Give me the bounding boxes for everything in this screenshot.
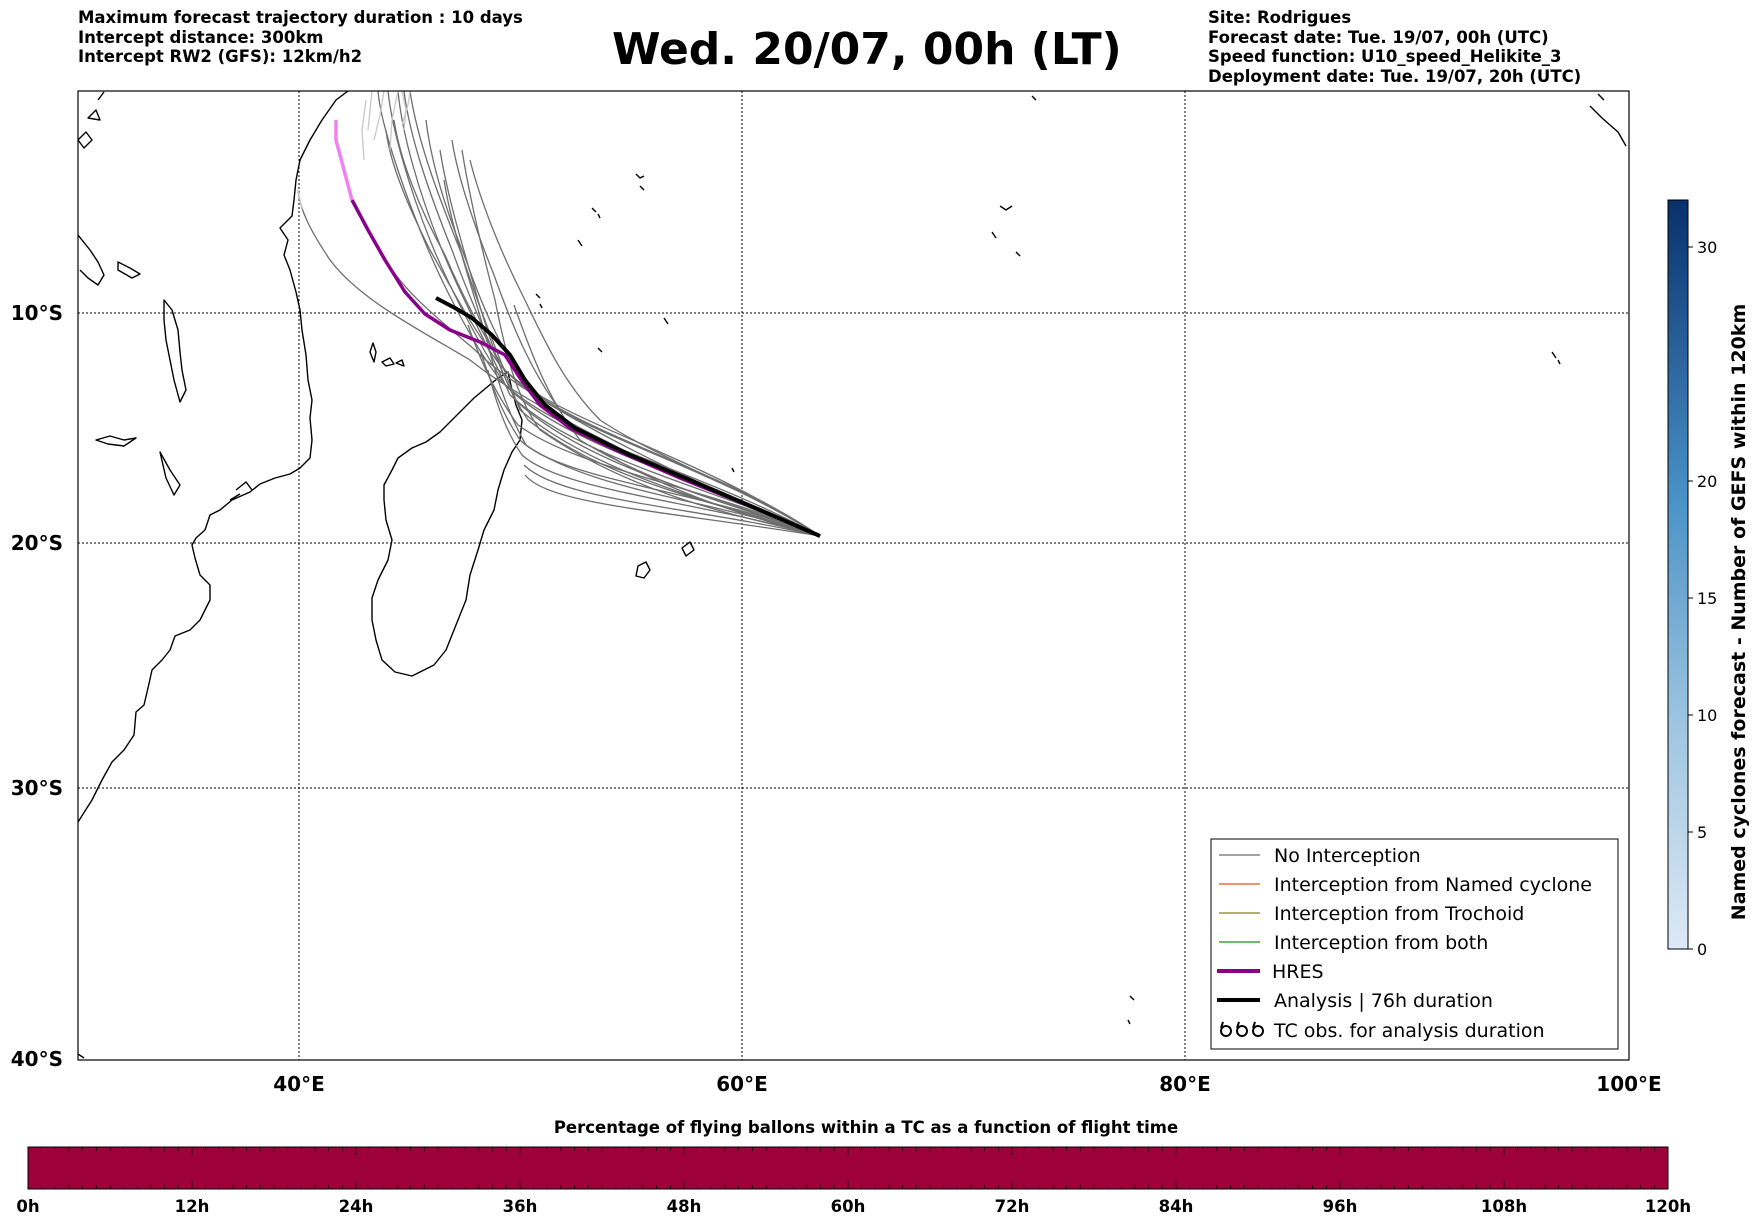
legend: No Interception Interception from Named … [1210, 838, 1619, 1050]
reunion [635, 561, 651, 579]
y-axis-ticks: 10°S 20°S 30°S 40°S [11, 301, 63, 1071]
flight-bar-tick-label: 0h [16, 1197, 39, 1216]
deployment-date-text: Deployment date: Tue. 19/07, 20h (UTC) [1208, 66, 1582, 86]
colorbar-tick-0: 0 [1697, 940, 1707, 959]
gefs-tails [297, 91, 411, 211]
intercept-rw2-text: Intercept RW2 (GFS): 12km/h2 [78, 47, 363, 66]
graticule [78, 91, 1629, 1060]
x-tick-40e: 40°E [273, 1072, 325, 1096]
analysis-trajectory [435, 296, 821, 538]
flight-bar-tick-label: 12h [175, 1197, 210, 1216]
speed-function-text: Speed function: U10_speed_Helikite_3 [1208, 47, 1562, 66]
flight-bar-title: Percentage of flying ballons within a TC… [554, 1118, 1178, 1137]
legend-tc-obs: TC obs. for analysis duration [1273, 1020, 1545, 1042]
flight-bar-tick-label: 120h [1645, 1197, 1691, 1216]
africa-coast [78, 91, 349, 823]
flight-bar-tick-label: 48h [667, 1197, 702, 1216]
x-tick-100e: 100°E [1596, 1072, 1661, 1096]
colorbar-tick-10: 10 [1697, 706, 1717, 725]
mauritius [681, 541, 695, 557]
flight-bar-tick-label: 36h [503, 1197, 538, 1216]
colorbar-label: Named cyclones forecast - Number of GEFS… [1728, 304, 1750, 921]
flight-bar-tick-label: 24h [339, 1197, 374, 1216]
legend-trochoid: Interception from Trochoid [1274, 903, 1524, 925]
max-duration-text: Maximum forecast trajectory duration : 1… [78, 8, 523, 27]
colorbar-tick-20: 20 [1697, 472, 1717, 491]
flight-bar-tick-label: 96h [1323, 1197, 1358, 1216]
y-tick-10s: 10°S [11, 301, 63, 325]
intercept-distance-text: Intercept distance: 300km [78, 27, 324, 47]
header-left: Maximum forecast trajectory duration : 1… [78, 8, 523, 67]
x-axis-ticks: 40°E 60°E 80°E 100°E [273, 1072, 1661, 1096]
x-tick-60e: 60°E [716, 1072, 768, 1096]
horn-coast [78, 234, 105, 286]
hres-early-segment [334, 120, 354, 201]
colorbar-tick-5: 5 [1697, 823, 1707, 842]
legend-both: Interception from both [1274, 932, 1488, 954]
tc-obs-icon [1220, 1021, 1264, 1037]
y-tick-20s: 20°S [11, 531, 63, 555]
legend-analysis: Analysis | 76h duration [1274, 990, 1493, 1012]
main-title: Wed. 20/07, 00h (LT) [612, 24, 1122, 75]
colorbar-tick-30: 30 [1697, 238, 1717, 257]
colorbar: 0 5 10 15 20 30 Named cyclones forecast … [1667, 199, 1750, 959]
flight-bar-tick-label: 60h [831, 1197, 866, 1216]
flight-time-bar: Percentage of flying ballons within a TC… [16, 1118, 1691, 1216]
y-tick-30s: 30°S [11, 776, 63, 800]
coastlines [78, 91, 1627, 1059]
legend-no-interception: No Interception [1274, 845, 1421, 867]
gefs-trajectories [297, 91, 821, 537]
site-text: Site: Rodrigues [1208, 8, 1352, 27]
colorbar-tick-15: 15 [1697, 589, 1717, 608]
legend-hres: HRES [1272, 961, 1324, 983]
forecast-date-text: Forecast date: Tue. 19/07, 00h (UTC) [1208, 27, 1549, 47]
flight-bar-tick-label: 108h [1481, 1197, 1527, 1216]
legend-named-cyclone: Interception from Named cyclone [1274, 874, 1592, 896]
flight-bar-tick-label: 84h [1159, 1197, 1194, 1216]
header-right: Site: Rodrigues Forecast date: Tue. 19/0… [1208, 8, 1581, 86]
y-tick-40s: 40°S [11, 1047, 63, 1071]
flight-bar-tick-label: 72h [995, 1197, 1030, 1216]
madagascar-coast [371, 371, 523, 677]
x-tick-80e: 80°E [1159, 1072, 1211, 1096]
